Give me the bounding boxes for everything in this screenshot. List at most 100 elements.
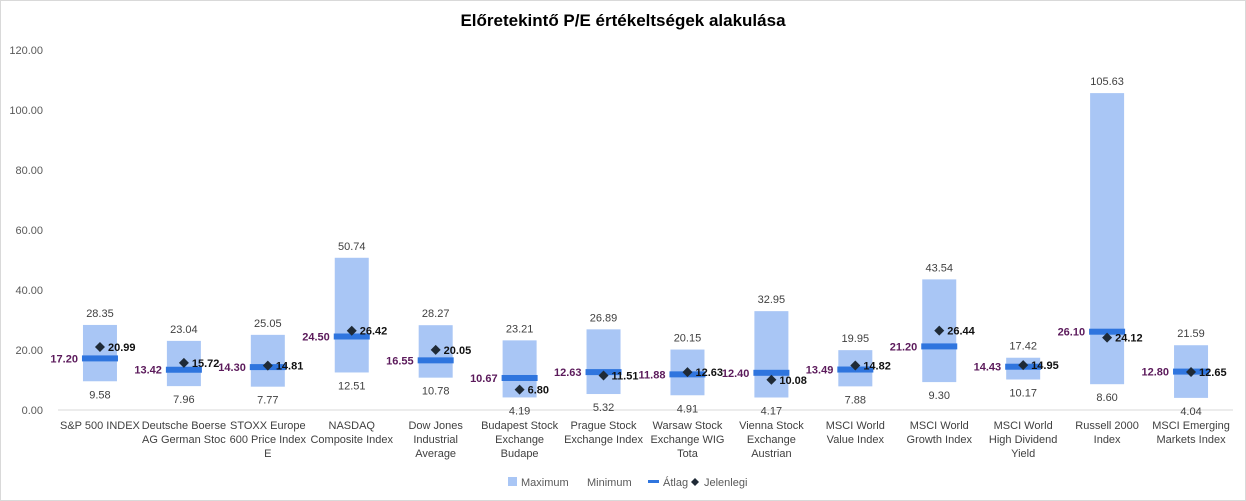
x-category-label: MSCI World — [826, 420, 885, 432]
legend-maximum-swatch — [508, 477, 517, 486]
x-category-label: High Dividend — [989, 434, 1057, 446]
x-category-label: STOXX Europe — [230, 420, 306, 432]
min-data-label: 12.51 — [338, 380, 366, 392]
max-data-label: 21.59 — [1177, 328, 1205, 340]
average-data-label: 21.20 — [890, 341, 918, 353]
x-category-label: Russell 2000 — [1075, 420, 1139, 432]
current-data-label: 14.82 — [863, 361, 891, 373]
legend-maximum-label: Maximum — [521, 477, 569, 489]
x-category-label: E — [264, 448, 271, 460]
current-marker — [262, 360, 273, 371]
max-data-label: 28.35 — [86, 308, 114, 320]
average-marker — [333, 333, 370, 340]
x-category-label: MSCI World — [994, 420, 1053, 432]
x-category-label: Dow Jones — [408, 420, 463, 432]
legend-minimum-label: Minimum — [587, 477, 632, 489]
current-marker — [1102, 332, 1113, 343]
x-category-label: 600 Price Index — [230, 434, 307, 446]
min-data-label: 4.04 — [1180, 406, 1201, 418]
x-category-label: NASDAQ — [329, 420, 376, 432]
min-data-label: 4.91 — [677, 403, 698, 415]
current-data-label: 14.81 — [276, 361, 304, 373]
x-category-label: Index — [1094, 434, 1121, 446]
x-category-label: Vienna Stock — [739, 420, 804, 432]
x-category-label: Exchange — [747, 434, 796, 446]
current-data-label: 14.95 — [1031, 360, 1059, 372]
legend-current-label: Jelenlegi — [704, 477, 747, 489]
max-data-label: 17.42 — [1009, 341, 1037, 353]
current-marker — [178, 357, 189, 368]
current-marker — [346, 325, 357, 336]
range-bar — [586, 329, 621, 395]
min-data-label: 9.58 — [89, 389, 110, 401]
y-tick-label: 120.00 — [9, 45, 43, 57]
min-data-label: 5.32 — [593, 402, 614, 414]
x-category-label: S&P 500 INDEX — [60, 420, 141, 432]
y-tick-label: 80.00 — [15, 165, 43, 177]
x-category-label: Prague Stock — [571, 420, 638, 432]
current-marker — [598, 370, 609, 381]
x-category-label: Yield — [1011, 448, 1035, 460]
average-data-label: 26.10 — [1058, 327, 1086, 339]
average-data-label: 24.50 — [302, 332, 330, 344]
legend-current-swatch — [691, 478, 699, 486]
max-data-label: 25.05 — [254, 318, 282, 330]
current-data-label: 20.99 — [108, 342, 136, 354]
range-bar — [82, 324, 117, 382]
max-data-label: 23.21 — [506, 323, 534, 335]
x-category-label: MSCI World — [910, 420, 969, 432]
current-data-label: 20.05 — [444, 345, 472, 357]
average-data-label: 13.42 — [134, 365, 162, 377]
average-marker — [1089, 328, 1126, 335]
min-data-label: 7.96 — [173, 394, 194, 406]
min-data-label: 7.88 — [845, 394, 866, 406]
min-data-label: 4.19 — [509, 405, 530, 417]
x-category-label: Composite Index — [310, 434, 393, 446]
legend-average-label: Átlag — [663, 476, 688, 489]
x-category-label: Markets Index — [1156, 434, 1226, 446]
current-marker — [1018, 360, 1029, 371]
max-data-label: 19.95 — [842, 333, 870, 345]
x-category-label: AG German Stoc — [142, 434, 226, 446]
current-data-label: 12.65 — [1199, 367, 1227, 379]
current-marker — [766, 374, 777, 385]
current-data-label: 11.51 — [612, 370, 639, 382]
x-category-label: Value Index — [827, 434, 885, 446]
x-category-label: Average — [415, 448, 456, 460]
average-marker — [417, 357, 454, 364]
average-marker — [81, 355, 118, 362]
max-data-label: 32.95 — [758, 294, 786, 306]
max-data-label: 23.04 — [170, 324, 198, 336]
average-data-label: 12.63 — [554, 367, 582, 379]
x-category-label: Austrian — [751, 448, 791, 460]
average-data-label: 17.20 — [50, 353, 78, 365]
x-category-label: Exchange — [495, 434, 544, 446]
y-tick-label: 20.00 — [15, 345, 43, 357]
max-data-label: 105.63 — [1090, 76, 1124, 88]
x-category-label: Deutsche Boerse — [142, 420, 226, 432]
average-marker — [753, 369, 790, 376]
x-category-label: Tota — [677, 448, 699, 460]
average-data-label: 10.67 — [470, 373, 498, 385]
current-data-label: 10.08 — [779, 375, 807, 387]
average-data-label: 14.30 — [218, 362, 246, 374]
x-category-label: Exchange Index — [564, 434, 643, 446]
current-marker — [1186, 367, 1197, 378]
current-data-label: 26.42 — [360, 326, 388, 338]
average-data-label: 14.43 — [974, 362, 1002, 374]
x-category-label: MSCI Emerging — [1152, 420, 1230, 432]
y-tick-label: 40.00 — [15, 285, 43, 297]
current-marker — [934, 325, 945, 336]
average-data-label: 13.49 — [806, 365, 834, 377]
y-tick-label: 60.00 — [15, 225, 43, 237]
current-marker — [682, 367, 693, 378]
x-category-label: Warsaw Stock — [653, 420, 723, 432]
x-category-label: Exchange WIG — [650, 434, 724, 446]
y-tick-label: 100.00 — [9, 105, 43, 117]
min-data-label: 10.78 — [422, 386, 450, 398]
min-data-label: 8.60 — [1096, 392, 1117, 404]
legend-average-swatch — [648, 480, 659, 483]
chart-title: Előretekintő P/E értékeltségek alakulása — [460, 11, 786, 30]
